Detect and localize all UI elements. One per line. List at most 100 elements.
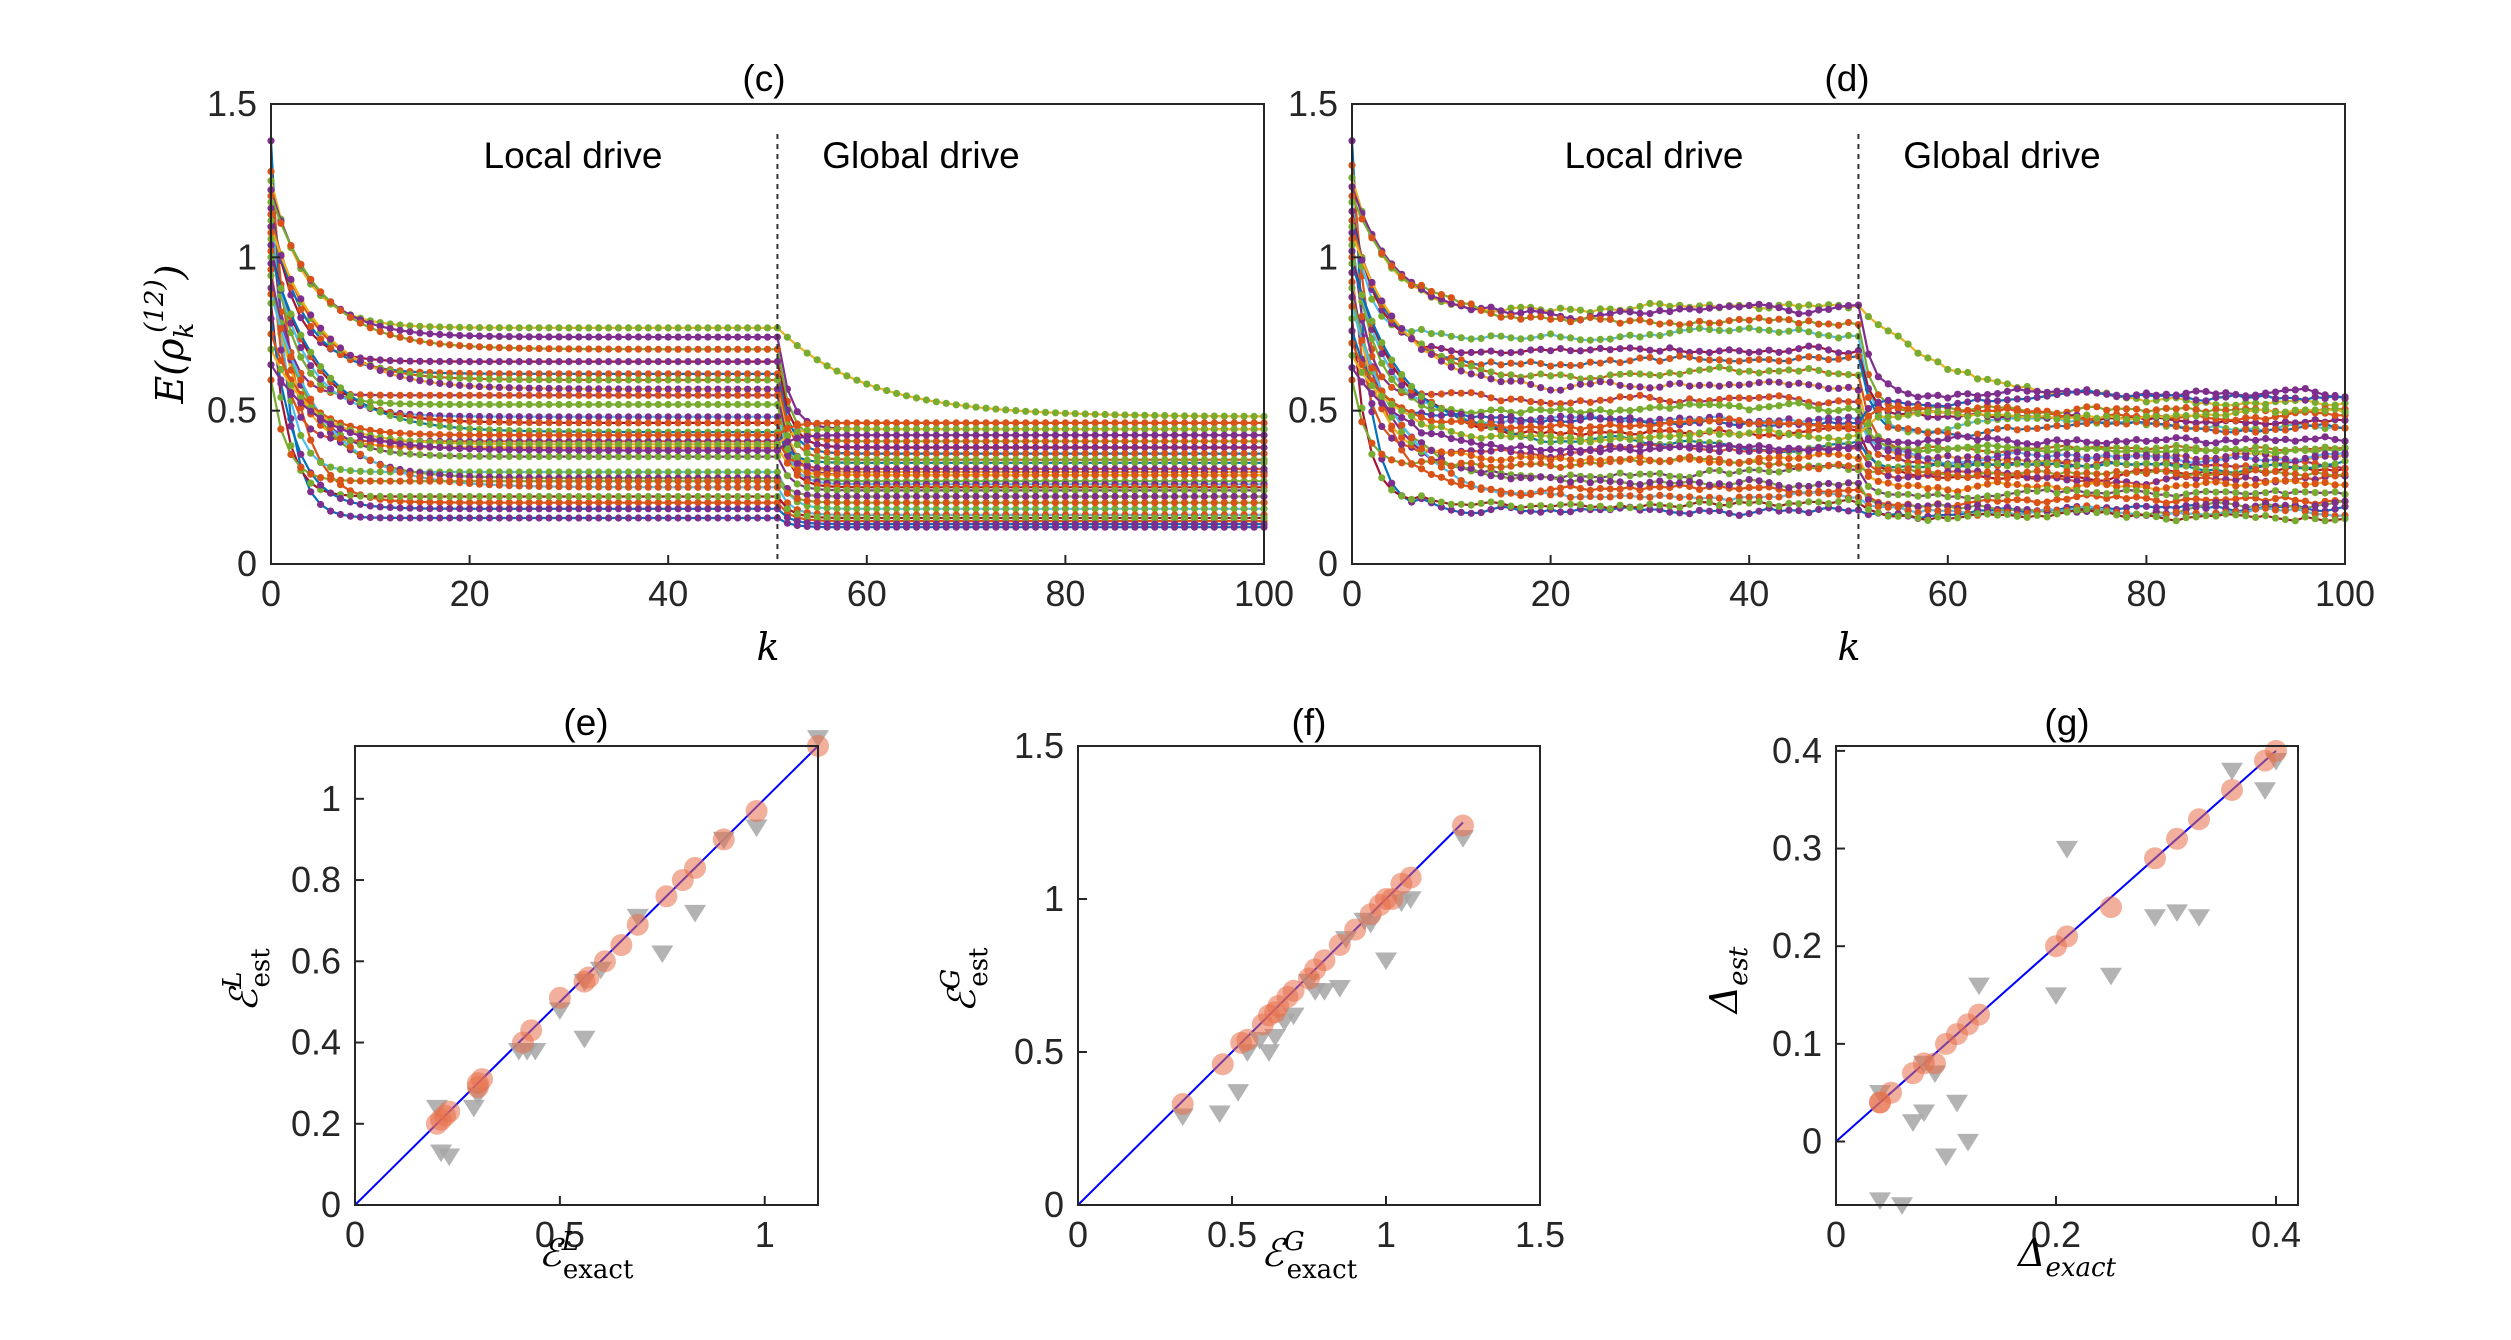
panel-c-series-5-point-56 bbox=[823, 504, 831, 512]
panel-d-series-0-point-52 bbox=[1864, 510, 1872, 519]
panel-d-series-12-point-82 bbox=[2162, 452, 2170, 460]
panel-c-series-1-point-22 bbox=[485, 499, 494, 507]
panel-d-series-3-point-96 bbox=[2301, 385, 2309, 393]
panel-c-series-4-point-39 bbox=[654, 345, 662, 353]
panel-d-series-9-point-27 bbox=[1616, 381, 1624, 389]
panel-c-series-21-point-36 bbox=[624, 505, 633, 513]
panel-c-series-11-point-22 bbox=[485, 400, 494, 409]
panel-d-series-17-point-24 bbox=[1586, 473, 1594, 481]
panel-c-series-22-point-22 bbox=[485, 431, 494, 439]
panel-d-series-11-point-75 bbox=[2093, 444, 2101, 452]
panel-c-series-4-point-15 bbox=[416, 337, 424, 345]
panel-d-series-2-point-32 bbox=[1666, 302, 1674, 310]
panel-d-series-7-point-81 bbox=[2152, 420, 2160, 428]
panel-c-series-20-point-99 bbox=[1250, 514, 1258, 522]
panel-c-series-21-point-39 bbox=[654, 505, 662, 513]
panel-d-series-21-point-69 bbox=[2033, 393, 2041, 401]
panel-d-series-20-point-66 bbox=[2003, 510, 2011, 519]
panel-c-series-18-point-53 bbox=[793, 489, 801, 497]
panel-d-series-10-point-11 bbox=[1457, 389, 1465, 397]
panel-c-series-2-point-92 bbox=[1181, 412, 1189, 420]
panel-d-series-11-point-19 bbox=[1537, 406, 1545, 414]
panel-d-series-20-point-73 bbox=[2073, 506, 2081, 514]
panel-c-series-8-point-53 bbox=[793, 441, 801, 449]
panel-c-series-22-point-68 bbox=[942, 419, 950, 427]
panel-d-series-22-point-57 bbox=[1914, 403, 1922, 411]
panel-d-series-3-point-56 bbox=[1904, 390, 1912, 398]
panel-c-series-25-point-64 bbox=[902, 499, 911, 507]
panel-c-series-24-point-2 bbox=[287, 388, 295, 397]
panel-d-series-18-point-29 bbox=[1636, 481, 1644, 489]
panel-d-series-21-point-17 bbox=[1517, 416, 1525, 424]
panel-d-series-22-point-39 bbox=[1735, 416, 1743, 425]
panel-d-series-16-point-20 bbox=[1547, 456, 1555, 464]
panel-c-series-6-point-76 bbox=[1022, 443, 1030, 452]
panel-c-series-24-point-45 bbox=[714, 446, 722, 455]
panel-d-series-20-point-52 bbox=[1864, 505, 1872, 513]
panel-d-series-20-point-36 bbox=[1705, 498, 1714, 507]
panel-c-series-24-point-36 bbox=[624, 446, 633, 455]
panel-c-series-17-point-43 bbox=[694, 453, 702, 461]
panel-c-series-0-point-48 bbox=[744, 514, 752, 522]
panel-d-series-6-point-24 bbox=[1586, 346, 1594, 354]
panel-d-series-2-point-17 bbox=[1517, 303, 1525, 311]
panel-c-series-21-point-84 bbox=[1101, 520, 1109, 528]
panel-c-series-17-point-48 bbox=[744, 453, 752, 461]
panel-c-series-11-point-50 bbox=[763, 400, 772, 409]
panel-d-series-5-point-48 bbox=[1825, 332, 1833, 340]
panel-d-series-10-point-25 bbox=[1596, 396, 1604, 404]
panel-d-series-11-point-81 bbox=[2152, 447, 2160, 455]
panel-c-series-19-point-36 bbox=[624, 483, 633, 491]
panel-c-series-2-point-45 bbox=[714, 324, 722, 332]
panel-d-series-19-point-57 bbox=[1914, 508, 1922, 517]
panel-c-series-22-point-96 bbox=[1220, 419, 1228, 427]
panel-d-series-15-point-37 bbox=[1715, 448, 1723, 456]
panel-d-series-6-point-46 bbox=[1805, 342, 1813, 350]
panel-c-series-23-point-83 bbox=[1091, 425, 1099, 433]
panel-c-series-23-point-96 bbox=[1220, 425, 1228, 433]
panel-c-series-17-point-32 bbox=[585, 453, 593, 461]
panel-d-series-17-point-73 bbox=[2073, 486, 2081, 494]
panel-d-series-8-point-45 bbox=[1795, 367, 1803, 375]
panel-d-series-9-point-22 bbox=[1566, 383, 1575, 391]
panel-d-series-21-point-27 bbox=[1616, 415, 1624, 423]
panel-d-series-15-point-55 bbox=[1894, 474, 1902, 482]
panel-c-series-24-point-58 bbox=[843, 431, 851, 439]
panel-c-series-6-point-45 bbox=[714, 358, 722, 366]
panel-c-series-14-point-15 bbox=[416, 419, 424, 427]
panel-d-series-2-point-45 bbox=[1795, 303, 1803, 311]
panel-d-series-4-point-16 bbox=[1507, 312, 1515, 320]
panel-d-series-12-point-68 bbox=[2023, 450, 2031, 458]
panel-d-series-6-point-18 bbox=[1527, 346, 1535, 354]
panel-c-series-22-point-33 bbox=[595, 431, 603, 439]
panel-c-series-18-point-74 bbox=[1002, 492, 1010, 501]
panel-c-series-21-point-18 bbox=[446, 505, 454, 513]
panel-c-series-7-point-88 bbox=[1141, 450, 1149, 458]
panel-d-series-0-point-46 bbox=[1805, 509, 1813, 517]
panel-c-series-3-point-32 bbox=[585, 333, 593, 341]
panel-c-series-25-point-50 bbox=[763, 477, 772, 485]
panel-c-series-22-point-44 bbox=[704, 431, 712, 439]
panel-d-series-20-point-86 bbox=[2202, 512, 2210, 520]
panel-d-series-21-point-48 bbox=[1825, 418, 1833, 426]
panel-d-series-10-point-21 bbox=[1556, 400, 1565, 408]
panel-c-series-5-point-85 bbox=[1111, 505, 1119, 513]
panel-d-series-5-point-6 bbox=[1408, 328, 1416, 336]
panel-c-series-20-point-61 bbox=[873, 514, 881, 522]
panel-c-series-5-point-63 bbox=[893, 505, 901, 513]
panel-d-series-11-point-65 bbox=[1993, 442, 2002, 450]
panel-d-series-5-point-23 bbox=[1576, 336, 1584, 344]
panel-c-series-18-point-98 bbox=[1240, 492, 1248, 501]
panel-c-series-4-point-57 bbox=[833, 437, 841, 445]
panel-d-series-8-point-7 bbox=[1417, 340, 1426, 348]
panel-d-series-7-point-66 bbox=[2003, 423, 2011, 431]
panel-d-series-8-point-13 bbox=[1477, 366, 1485, 374]
panel-c-series-2-point-38 bbox=[644, 324, 652, 332]
panel-c-series-5-point-64 bbox=[902, 505, 911, 513]
panel-c-series-7-point-36 bbox=[624, 370, 633, 378]
panel-d-series-17-point-54 bbox=[1884, 490, 1892, 498]
panel-c-series-11-point-31 bbox=[575, 400, 583, 409]
panel-c-series-13-point-50 bbox=[763, 419, 772, 427]
panel-c-series-6-point-83 bbox=[1091, 443, 1099, 452]
panel-d-series-21-point-77 bbox=[2113, 391, 2121, 399]
